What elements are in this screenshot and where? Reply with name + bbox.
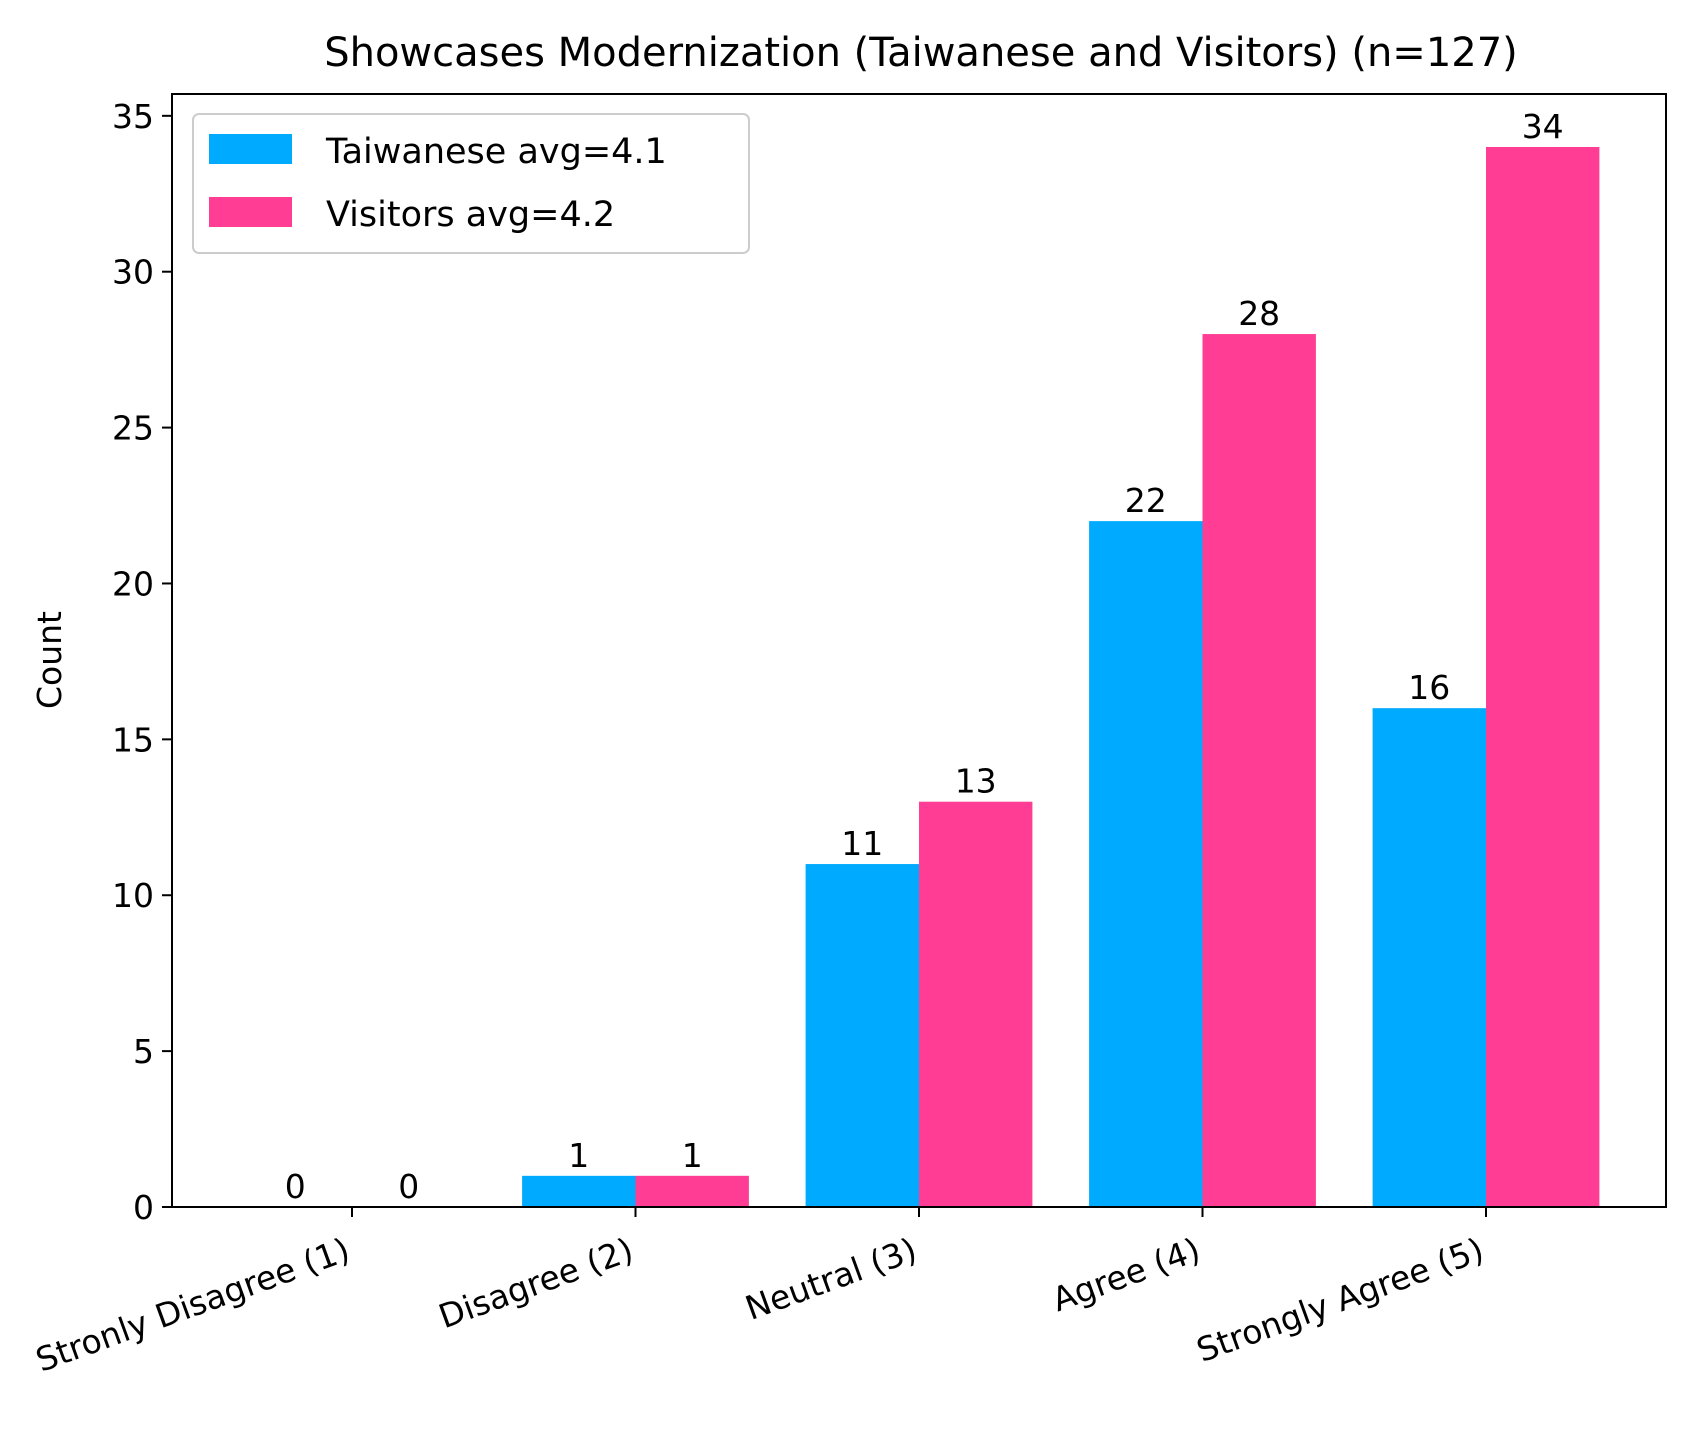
x-tick-label: Stronly Disagree (1) <box>31 1230 355 1380</box>
x-axis: Stronly Disagree (1) Disagree (2) Neutral … <box>31 1207 1489 1380</box>
bar-value-label: 34 <box>1522 107 1564 146</box>
y-tick-label: 10 <box>112 876 154 915</box>
y-axis: 0 5 10 15 20 25 30 35 <box>112 97 172 1227</box>
bar-value-label: 1 <box>682 1136 703 1175</box>
legend-label-visitors: Visitors avg=4.2 <box>326 195 615 235</box>
bar-value-label: 13 <box>955 762 997 801</box>
legend-swatch-taiwanese <box>209 134 292 164</box>
bar-value-label: 0 <box>285 1167 306 1206</box>
y-tick-label: 15 <box>112 720 154 759</box>
y-axis-label: Count <box>30 611 69 709</box>
x-tick-label: Neutral (3) <box>740 1230 922 1328</box>
legend-swatch-visitors <box>209 197 292 227</box>
bar-value-label: 1 <box>568 1136 589 1175</box>
bar-value-label: 0 <box>398 1167 419 1206</box>
legend: Taiwanese avg=4.1 Visitors avg=4.2 <box>193 114 749 253</box>
bar-value-label: 16 <box>1408 668 1450 707</box>
chart-title: Showcases Modernization (Taiwanese and V… <box>324 30 1518 76</box>
y-tick-label: 25 <box>112 409 154 448</box>
bar-value-label: 28 <box>1238 294 1280 333</box>
bar-visitors-3 <box>919 802 1032 1207</box>
bar-taiwanese-2 <box>522 1176 635 1207</box>
x-tick-label: Strongly Agree (5) <box>1191 1230 1488 1370</box>
bar-taiwanese-3 <box>806 864 919 1207</box>
y-tick-label: 35 <box>112 97 154 136</box>
bar-visitors-4 <box>1203 334 1316 1207</box>
legend-label-taiwanese: Taiwanese avg=4.1 <box>325 132 667 172</box>
y-tick-label: 5 <box>133 1032 154 1071</box>
bar-value-label: 11 <box>841 824 883 863</box>
y-tick-label: 0 <box>133 1188 154 1227</box>
x-tick-label: Agree (4) <box>1047 1230 1205 1319</box>
bar-taiwanese-5 <box>1373 708 1486 1207</box>
x-tick-label: Disagree (2) <box>434 1230 639 1336</box>
bar-taiwanese-4 <box>1089 521 1202 1207</box>
y-tick-label: 30 <box>112 253 154 292</box>
bar-visitors-2 <box>636 1176 749 1207</box>
bar-value-label: 22 <box>1125 481 1167 520</box>
bar-visitors-5 <box>1486 147 1599 1207</box>
y-tick-label: 20 <box>112 564 154 603</box>
